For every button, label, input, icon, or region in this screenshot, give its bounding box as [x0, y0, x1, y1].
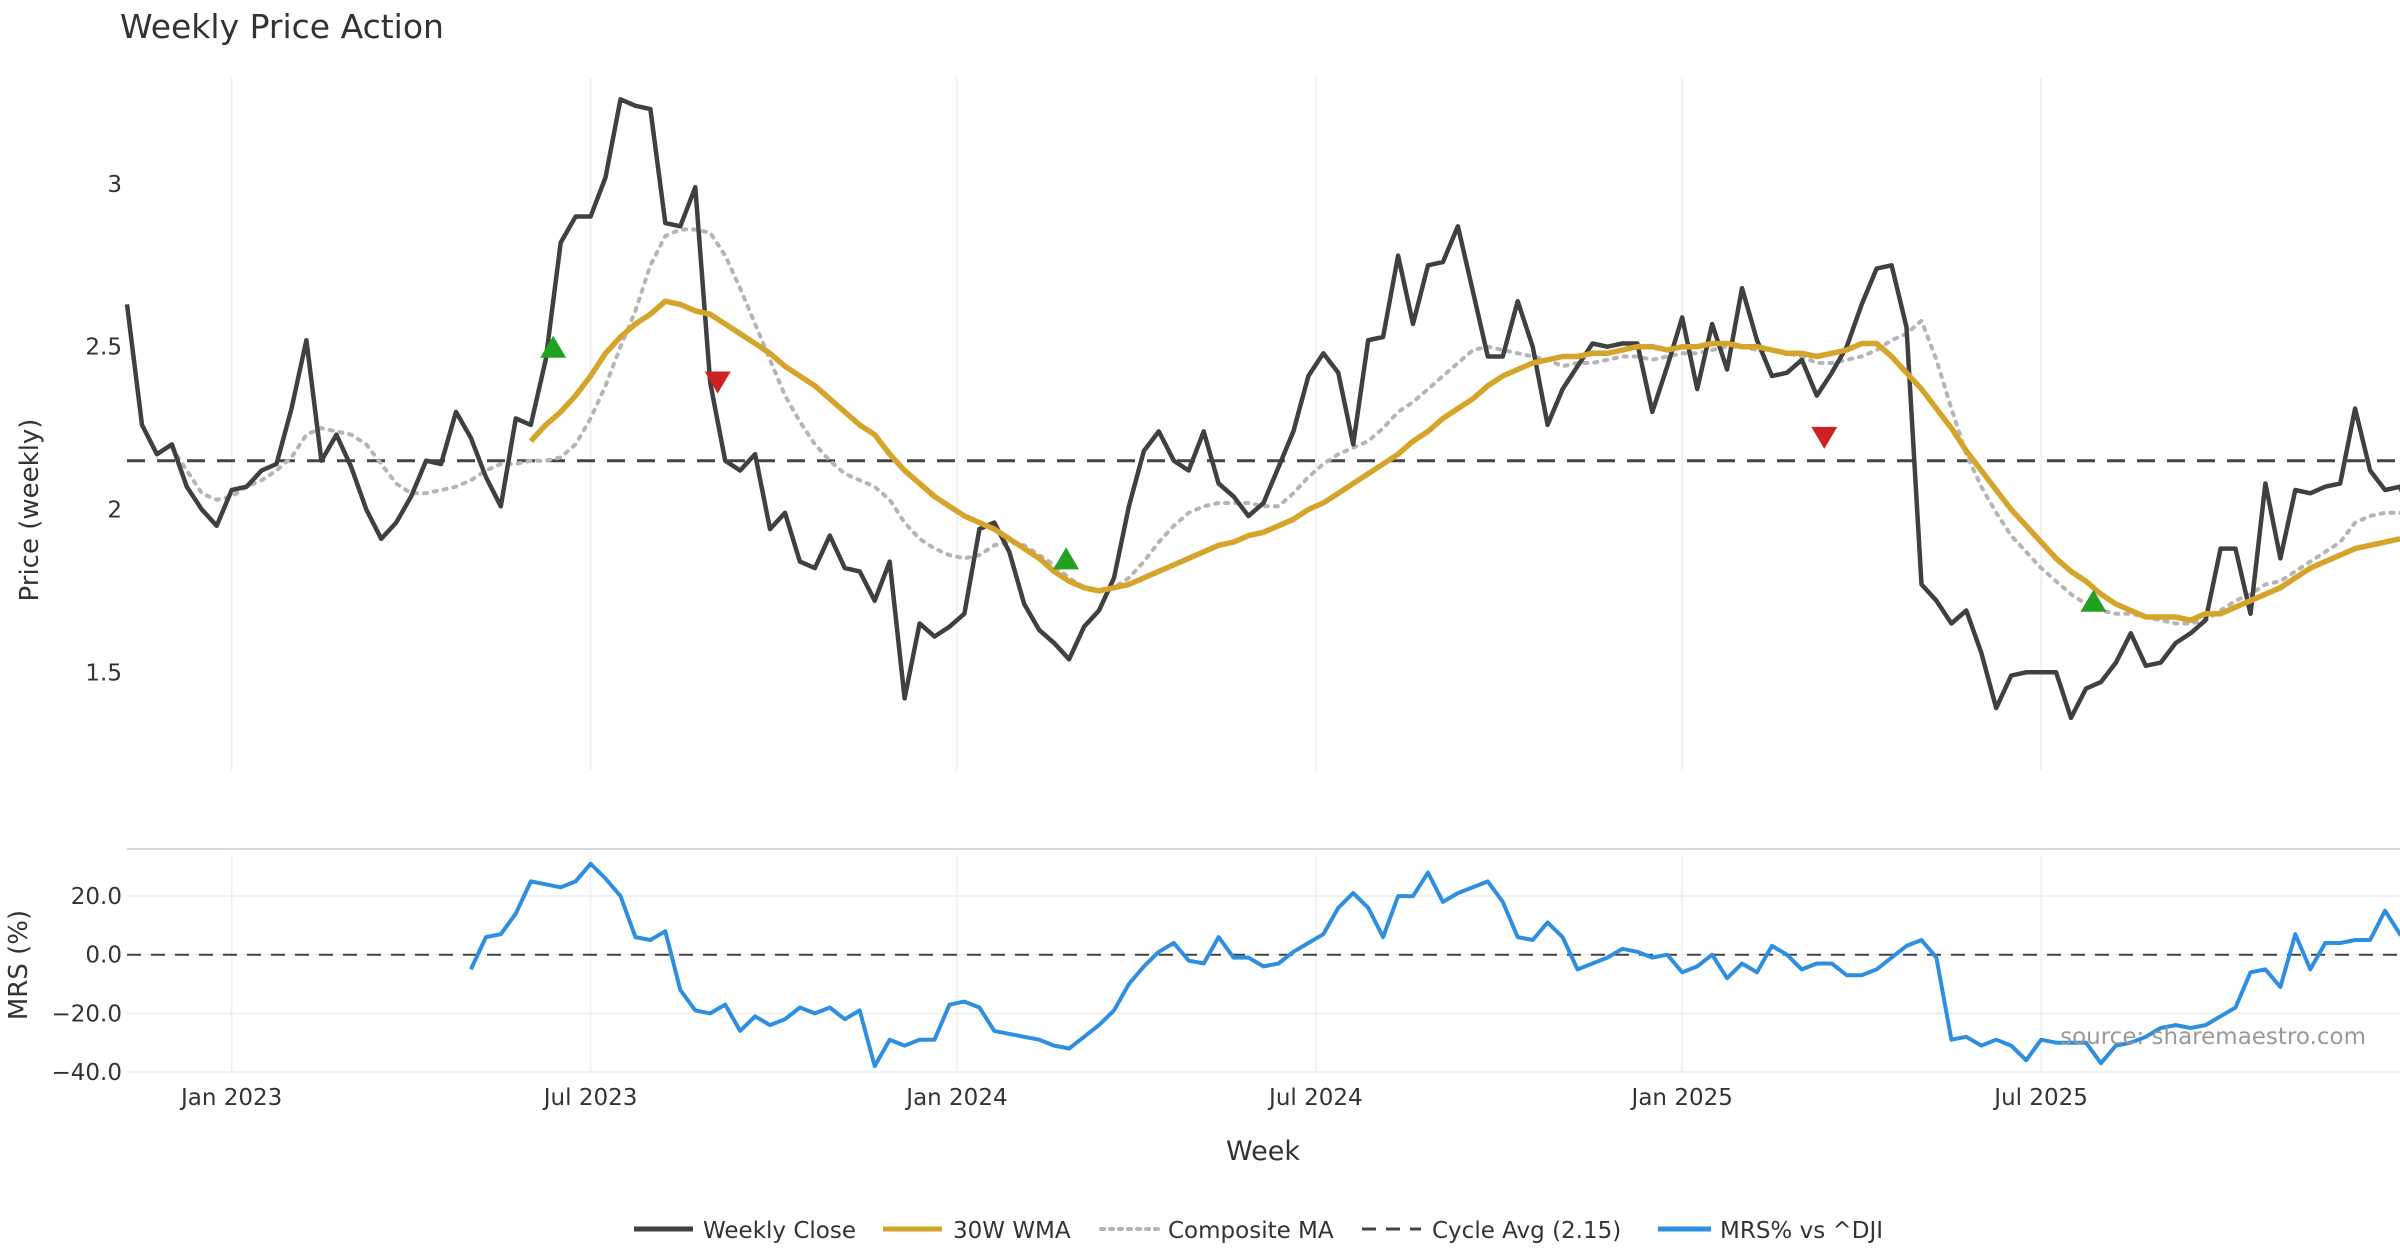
legend-label-mrs: MRS% vs ^DJI [1720, 1218, 1883, 1244]
legend-label-composite-ma: Composite MA [1168, 1218, 1334, 1244]
mrs-y-ticks: −40.0 −20.0 0.0 20.0 [52, 884, 122, 1086]
mrs-line [469, 861, 2400, 1069]
composite-ma-line [169, 227, 2400, 626]
buy-signal-marker [1053, 547, 1080, 570]
legend-label-30w-wma: 30W WMA [953, 1218, 1071, 1244]
buy-signal-marker [2080, 589, 2107, 612]
x-axis-ticks: Jan 2023 Jul 2023 Jan 2024 Jul 2024 Jan 2025… [179, 1085, 2088, 1111]
mrs-y-tick: 0.0 [85, 943, 122, 969]
buy-signal-marker [540, 335, 567, 358]
mrs-y-tick: −40.0 [52, 1060, 122, 1086]
mrs-series [469, 861, 2400, 1069]
source-watermark: source: sharemaestro.com [2060, 1024, 2366, 1050]
price-y-tick: 1.5 [85, 660, 122, 686]
sell-signal-marker [704, 371, 731, 394]
mrs-y-tick: 20.0 [71, 884, 122, 910]
price-y-tick: 2 [107, 498, 122, 524]
mrs-y-tick: −20.0 [52, 1001, 122, 1027]
x-tick-label: Jan 2025 [1630, 1085, 1733, 1111]
chart-title: Weekly Price Action [120, 7, 444, 46]
legend: Weekly Close 30W WMA Composite MA Cycle … [634, 1218, 1883, 1244]
mrs-gridlines [127, 855, 2400, 1073]
x-tick-label: Jan 2023 [179, 1085, 282, 1111]
price-series [124, 97, 2400, 721]
sell-signal-marker [1811, 426, 1838, 449]
wma-30w-line [528, 298, 2400, 623]
legend-label-weekly-close: Weekly Close [703, 1218, 856, 1244]
price-y-tick: 2.5 [85, 335, 122, 361]
x-axis-label: Week [1226, 1136, 1300, 1167]
x-tick-label: Jul 2023 [542, 1085, 638, 1111]
x-tick-label: Jan 2024 [904, 1085, 1007, 1111]
legend-label-cycle-avg: Cycle Avg (2.15) [1432, 1218, 1621, 1244]
price-y-tick: 3 [107, 172, 122, 198]
price-y-ticks: 1.5 2 2.5 3 [85, 172, 122, 686]
price-panel: Price (weekly) 1.5 2 2.5 3 [15, 78, 2400, 770]
trade-signals [540, 335, 2107, 612]
x-tick-label: Jul 2024 [1267, 1085, 1363, 1111]
x-tick-label: Jul 2025 [1992, 1085, 2088, 1111]
mrs-y-label: MRS (%) [4, 910, 34, 1020]
mrs-panel: MRS (%) −40.0 −20.0 0.0 20.0 source: sharem… [4, 848, 2400, 1086]
price-gridlines [230, 78, 2042, 770]
price-y-label: Price (weekly) [15, 419, 45, 602]
weekly-close-line [124, 97, 2400, 721]
